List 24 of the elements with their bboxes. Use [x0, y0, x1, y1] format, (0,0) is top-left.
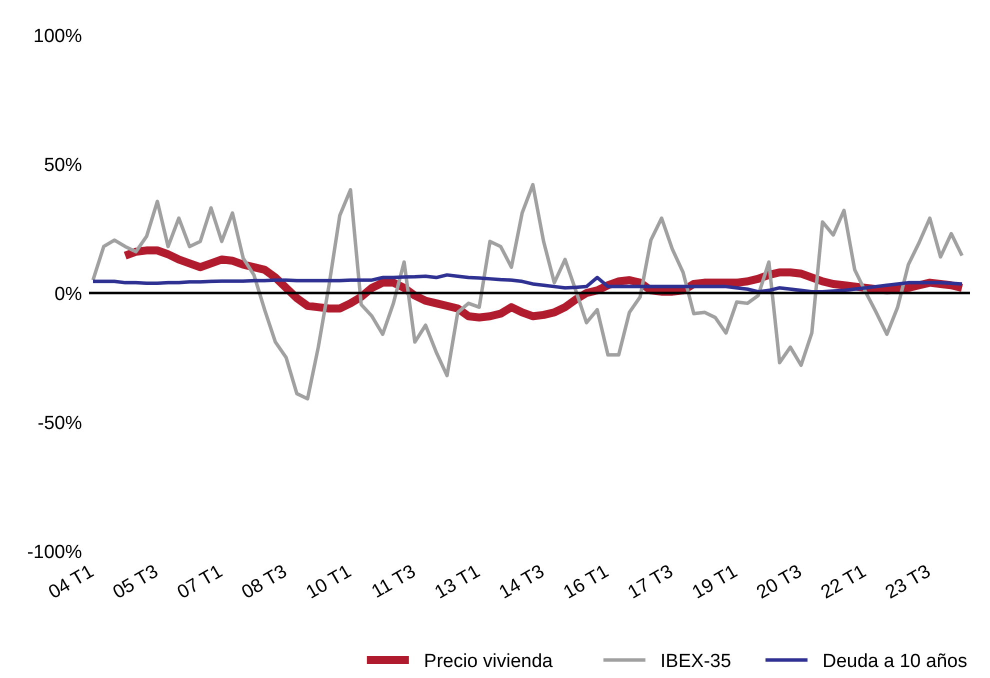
y-tick-label: 50% — [44, 155, 82, 176]
x-tick-label: 19 T1 — [688, 561, 742, 604]
x-tick-label: 20 T3 — [753, 561, 806, 604]
x-tick-label: 16 T1 — [560, 561, 612, 604]
line-series — [91, 182, 964, 401]
legend-label: IBEX-35 — [660, 651, 732, 672]
legend-label: Precio vivienda — [424, 651, 554, 672]
x-tick-label: 17 T3 — [624, 561, 677, 604]
x-tick-label: 14 T3 — [496, 561, 548, 604]
y-tick-label: -100% — [27, 542, 82, 563]
line-series — [91, 273, 964, 294]
x-tick-label: 05 T3 — [110, 561, 162, 604]
x-tick-label: 08 T3 — [238, 561, 291, 604]
legend-label: Deuda a 10 años — [822, 651, 968, 672]
y-tick-label: 0% — [54, 284, 82, 305]
x-tick-label: 22 T1 — [818, 561, 870, 604]
x-tick-label: 13 T1 — [431, 561, 484, 604]
x-tick-label: 10 T1 — [302, 561, 355, 604]
x-tick-label: 11 T3 — [368, 561, 420, 603]
x-tick-label: 04 T1 — [45, 561, 98, 604]
y-tick-label: -50% — [38, 413, 82, 434]
x-tick-label: 23 T3 — [882, 561, 934, 604]
x-tick-label: 07 T1 — [174, 561, 226, 604]
y-tick-label: 100% — [33, 26, 82, 47]
